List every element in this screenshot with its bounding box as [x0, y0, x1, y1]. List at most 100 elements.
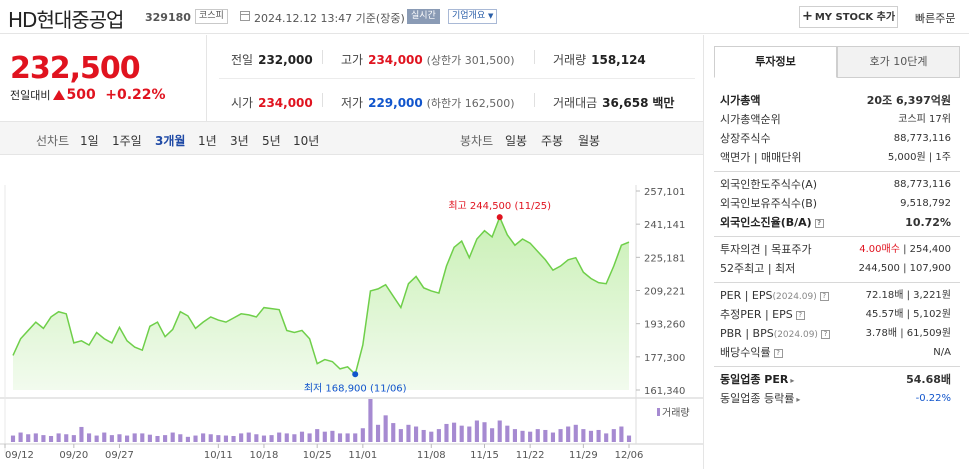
foreign-ratio-label: 외국인소진율(B/A)?: [720, 213, 824, 232]
period-10y[interactable]: 10년: [293, 134, 320, 148]
price-chart-svg: 257,101 241,141 225,181 209,221 193,260 177,3…: [0, 185, 703, 461]
info-row: 액면가 | 매매단위 5,000원 | 1주: [714, 148, 960, 167]
y-tick-label: 209,221: [644, 287, 685, 298]
period-1w[interactable]: 1주일: [112, 134, 142, 148]
help-icon[interactable]: ?: [795, 311, 805, 320]
volume-bar: [71, 435, 76, 442]
price-chart[interactable]: 257,101 241,141 225,181 209,221 193,260 177,3…: [0, 156, 703, 469]
volume-bar: [459, 425, 464, 442]
stock-name: HD현대중공업: [8, 8, 124, 32]
y-tick-label: 193,260: [644, 320, 685, 331]
info-group-market-cap: 시가총액 20조 6,397억원 시가총액순위 코스피 17위 상장주식수 88,77…: [714, 88, 960, 171]
volume-bar: [375, 424, 381, 442]
volume-bar: [581, 429, 586, 442]
volume-bar: [360, 428, 365, 442]
info-table: 시가총액 20조 6,397억원 시가총액순위 코스피 17위 상장주식수 88,77…: [714, 88, 960, 412]
volume-bar: [413, 426, 419, 442]
volume-bar: [223, 435, 229, 442]
lower-limit: (하한가 162,500): [426, 97, 515, 110]
period-3m[interactable]: 3개월: [155, 134, 186, 148]
volume-bar: [125, 435, 130, 442]
volume-bar: [178, 434, 183, 442]
volume-bar: [48, 435, 54, 442]
y-tick-label: 257,101: [644, 187, 685, 198]
help-icon[interactable]: ?: [820, 330, 830, 339]
volume-bar: [231, 435, 236, 442]
volume-bar: [216, 435, 221, 442]
tab-orderbook-10[interactable]: 호가 10단계: [837, 46, 960, 78]
high-price: 고가 234,000 (상한가 301,500): [341, 51, 515, 68]
volume-bar: [368, 399, 373, 442]
realtime-badge[interactable]: 실시간: [407, 9, 440, 24]
help-icon[interactable]: ?: [814, 219, 824, 228]
period-1y[interactable]: 1년: [198, 134, 217, 148]
add-mystock-button[interactable]: + MY STOCK 추가: [799, 6, 898, 28]
pbr-bps-value: 3.78배 | 61,509원: [865, 328, 951, 339]
industry-per-text: 동일업종 PER: [720, 373, 789, 386]
candle-daily[interactable]: 일봉: [505, 134, 528, 148]
volume-bar: [140, 433, 145, 442]
market-cap-label: 시가총액: [720, 94, 761, 107]
change-label: 전일대비: [10, 89, 51, 102]
volume-bar: [474, 420, 479, 442]
foreign-limit-label: 외국인한도주식수(A): [720, 178, 818, 191]
upper-limit: (상한가 301,500): [426, 54, 515, 67]
divider: [322, 93, 323, 107]
info-row: 52주최고 | 최저 244,500 | 107,900: [714, 259, 960, 278]
volume-bar: [398, 429, 403, 442]
opinion-label: 투자의견 | 목표주가: [720, 243, 812, 256]
candle-weekly[interactable]: 주봉: [541, 134, 564, 148]
per-eps-text: PER | EPS: [720, 289, 773, 302]
help-icon[interactable]: ?: [773, 349, 783, 358]
volume-bar: [117, 434, 122, 442]
amount-value: 36,658: [602, 96, 649, 110]
candle-monthly[interactable]: 월봉: [578, 134, 601, 148]
volume-bar: [512, 429, 517, 442]
quick-order-link[interactable]: 빠른주문: [915, 12, 956, 25]
period-1d[interactable]: 1일: [80, 134, 99, 148]
x-tick-label: 11/29: [569, 450, 598, 461]
est-per-value: 45.57배 | 5,102원: [865, 309, 951, 320]
x-tick-label: 10/18: [250, 450, 279, 461]
help-icon[interactable]: ?: [819, 292, 829, 301]
info-row: PBR | BPS(2024.09)? 3.78배 | 61,509원: [714, 324, 960, 343]
volume-bar: [79, 426, 84, 442]
dividend-text: 배당수익률: [720, 346, 771, 359]
volume-bar: [345, 433, 350, 442]
volume-bar: [239, 433, 244, 442]
volume-bar: [254, 434, 259, 442]
volume-bar: [201, 433, 206, 442]
price-area-fill: [13, 217, 629, 390]
volume-bar: [383, 415, 388, 442]
volume-bar: [284, 433, 289, 442]
period-3y[interactable]: 3년: [230, 134, 249, 148]
period-5y[interactable]: 5년: [262, 134, 281, 148]
foreign-ratio-value: 10.72%: [905, 216, 951, 229]
y-tick-label: 225,181: [644, 253, 685, 264]
industry-rate-text: 동일업종 등락률: [720, 392, 795, 405]
industry-per-label[interactable]: 동일업종 PER ▸: [720, 370, 794, 390]
volume: 거래량 158,124: [553, 51, 646, 68]
tab-investment-info[interactable]: 투자정보: [714, 46, 837, 78]
volume-bar: [611, 429, 616, 442]
open-label: 시가: [231, 96, 254, 110]
volume-legend-label: 거래량: [662, 407, 690, 419]
company-overview-button[interactable]: 기업개요 ▼: [448, 9, 498, 24]
volume-bar: [391, 423, 396, 442]
plus-icon: +: [801, 9, 813, 24]
prev-close-label: 전일: [231, 53, 254, 67]
volume-bar: [132, 433, 137, 442]
change-percent: +0.22%: [105, 87, 166, 103]
volume-bar: [307, 433, 312, 442]
current-price: 232,500: [10, 51, 141, 86]
per-eps-value: 72.18배 | 3,221원: [865, 290, 951, 301]
info-group-foreign: 외국인한도주식수(A) 88,773,116 외국인보유주식수(B) 9,518,7…: [714, 171, 960, 236]
industry-rate-label[interactable]: 동일업종 등락률 ▸: [720, 389, 800, 409]
listed-shares-label: 상장주식수: [720, 132, 771, 145]
x-tick-label: 11/08: [417, 450, 446, 461]
company-overview-label: 기업개요: [452, 11, 486, 21]
change-value: 500: [66, 87, 96, 103]
volume-label: 거래량: [553, 53, 587, 67]
info-group-valuation: PER | EPS(2024.09)? 72.18배 | 3,221원 추정PER…: [714, 282, 960, 366]
market-cap-rank-value: 코스피 17위: [898, 114, 951, 125]
